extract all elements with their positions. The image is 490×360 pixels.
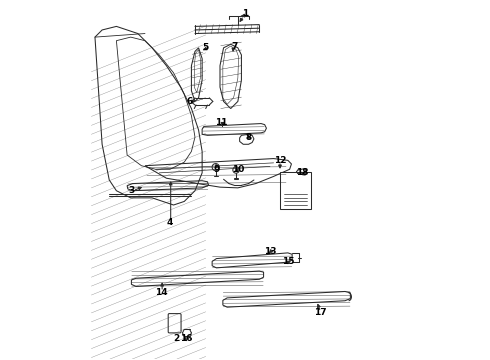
Text: 1: 1 <box>242 9 248 18</box>
Text: 18: 18 <box>296 168 308 177</box>
Text: 2: 2 <box>173 334 179 343</box>
Text: 17: 17 <box>314 309 326 318</box>
Text: 5: 5 <box>202 43 209 52</box>
Text: 11: 11 <box>216 118 228 127</box>
Text: 3: 3 <box>128 186 135 195</box>
Text: 4: 4 <box>167 219 173 228</box>
Text: 7: 7 <box>231 41 238 50</box>
Text: 15: 15 <box>282 257 294 266</box>
Text: 16: 16 <box>180 334 192 343</box>
Text: 12: 12 <box>274 156 287 165</box>
Text: 6: 6 <box>187 97 193 106</box>
Bar <box>280 172 312 209</box>
Text: 9: 9 <box>213 165 220 174</box>
Text: 8: 8 <box>245 132 252 141</box>
Text: 14: 14 <box>155 288 168 297</box>
Text: 10: 10 <box>232 166 244 175</box>
FancyBboxPatch shape <box>168 314 181 333</box>
Text: 13: 13 <box>264 247 276 256</box>
